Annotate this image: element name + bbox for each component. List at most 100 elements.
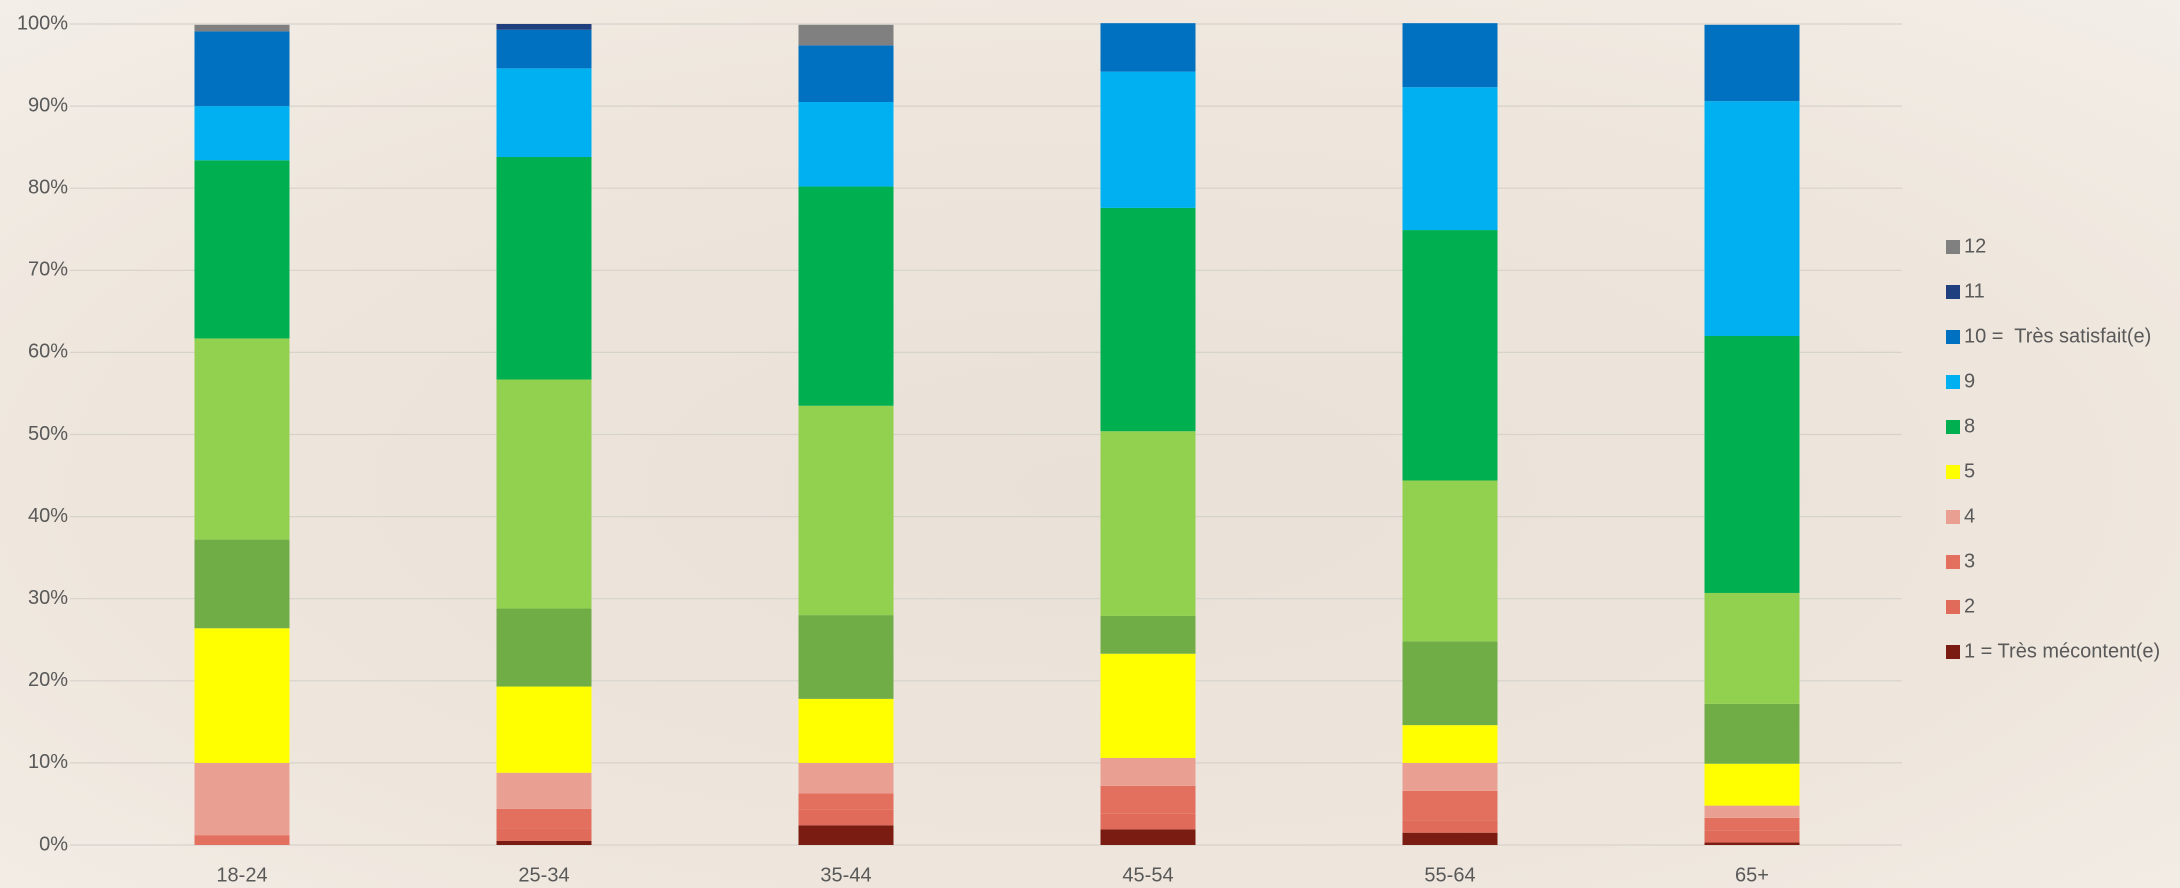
legend-label: 11 [1964, 280, 1985, 302]
bar-segment [1704, 703, 1800, 764]
y-tick-label: 100% [17, 12, 68, 34]
x-tick-label: 18-24 [216, 864, 267, 886]
x-tick-label: 25-34 [518, 864, 569, 886]
bar-segment [798, 615, 894, 699]
legend-label: 12 [1964, 235, 1986, 257]
legend-swatch [1946, 330, 1960, 344]
bar-segment [798, 809, 894, 826]
bar-segment [496, 379, 592, 609]
x-tick-label: 35-44 [820, 864, 871, 886]
bar-segment [1704, 842, 1800, 845]
legend-label: 10 = Très satisfait(e) [1964, 325, 2151, 347]
bar-segment [1100, 829, 1196, 845]
bar-segment [798, 45, 894, 102]
y-tick-label: 10% [28, 751, 68, 773]
bar-segment [1402, 87, 1498, 231]
y-tick-label: 60% [28, 341, 68, 363]
y-tick-label: 90% [28, 94, 68, 116]
bar-segment [496, 686, 592, 773]
bar-segment [194, 106, 290, 161]
bar-segment [1704, 817, 1800, 831]
bar-segment [1100, 23, 1196, 72]
bar-segment [1704, 592, 1800, 704]
bar-segment [496, 608, 592, 687]
bar-segment [194, 628, 290, 763]
bar-segment [798, 101, 894, 187]
legend-swatch [1946, 375, 1960, 389]
bar-segment [1100, 615, 1196, 654]
x-tick-label: 65+ [1735, 864, 1769, 886]
bar-segment [798, 405, 894, 616]
legend-swatch [1946, 510, 1960, 524]
bar-segment [1704, 830, 1800, 843]
legend-label: 5 [1964, 460, 1975, 482]
legend-swatch [1946, 645, 1960, 659]
bar-segment [1402, 23, 1498, 88]
y-tick-label: 20% [28, 669, 68, 691]
y-tick-label: 70% [28, 259, 68, 281]
bar-segment [1100, 431, 1196, 616]
bar-segment [1704, 24, 1800, 102]
bar-segment [798, 793, 894, 810]
legend-swatch [1946, 420, 1960, 434]
bar-segment [798, 762, 894, 794]
bar-segment [1402, 790, 1498, 821]
y-tick-label: 80% [28, 176, 68, 198]
bar-segment [1100, 71, 1196, 208]
legend-swatch [1946, 465, 1960, 479]
bar-segment [1402, 230, 1498, 481]
bar-segment [1100, 757, 1196, 786]
bar-segment [1100, 813, 1196, 830]
bar-segment [194, 835, 290, 845]
legend-label: 1 = Très mécontent(e) [1964, 640, 2160, 662]
bar-segment [1704, 101, 1800, 336]
bar-segment [496, 29, 592, 69]
bar-segment [496, 808, 592, 829]
bar-segment [1402, 725, 1498, 763]
bar-segment [1100, 207, 1196, 432]
legend-swatch [1946, 555, 1960, 569]
bar-segment [1402, 762, 1498, 791]
x-tick-label: 55-64 [1424, 864, 1475, 886]
bar-segment [798, 186, 894, 406]
y-tick-label: 30% [28, 587, 68, 609]
bar-segment [798, 698, 894, 763]
legend-label: 4 [1964, 505, 1975, 527]
bar-segment [1704, 335, 1800, 593]
bar-segment [1402, 480, 1498, 642]
bar-segment [496, 840, 592, 845]
bar-segment [798, 24, 894, 46]
x-tick-label: 45-54 [1122, 864, 1173, 886]
bar-segment [1704, 805, 1800, 818]
legend-swatch [1946, 285, 1960, 299]
legend-label: 2 [1964, 595, 1975, 617]
bar-segment [496, 828, 592, 841]
legend-swatch [1946, 240, 1960, 254]
bar-segment [194, 539, 290, 629]
bar-segment [1704, 763, 1800, 806]
bar-segment [1100, 653, 1196, 758]
bar-segment [194, 762, 290, 836]
legend-label: 9 [1964, 370, 1975, 392]
bar-segment [1100, 785, 1196, 814]
y-tick-label: 40% [28, 505, 68, 527]
bar-segment [496, 68, 592, 158]
bar-segment [1402, 641, 1498, 726]
y-tick-label: 50% [28, 423, 68, 445]
bar-segment [496, 772, 592, 809]
bar-segment [496, 24, 592, 30]
bar-segment [1402, 832, 1498, 845]
bar-segment [194, 24, 290, 32]
bar-segment [194, 31, 290, 107]
legend-label: 3 [1964, 550, 1975, 572]
legend-swatch [1946, 600, 1960, 614]
bar-segment [1402, 820, 1498, 833]
y-tick-label: 0% [39, 833, 68, 855]
bar-segment [798, 825, 894, 845]
legend-label: 8 [1964, 415, 1975, 437]
bar-segment [194, 160, 290, 339]
bar-segment [194, 338, 290, 540]
